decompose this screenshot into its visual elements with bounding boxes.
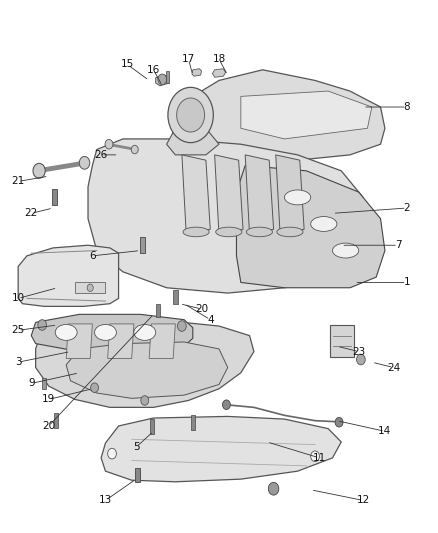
Ellipse shape	[332, 243, 359, 258]
Circle shape	[79, 157, 90, 169]
Text: 11: 11	[313, 453, 326, 463]
Text: 10: 10	[11, 293, 25, 303]
Polygon shape	[182, 155, 210, 235]
Text: 1: 1	[403, 278, 410, 287]
Text: 17: 17	[182, 54, 195, 64]
Polygon shape	[66, 324, 92, 359]
Circle shape	[131, 146, 138, 154]
Bar	[140, 237, 145, 253]
Ellipse shape	[285, 190, 311, 205]
Text: 26: 26	[95, 150, 108, 160]
Polygon shape	[31, 314, 193, 352]
Circle shape	[105, 140, 113, 149]
Circle shape	[311, 451, 319, 462]
Polygon shape	[212, 69, 226, 77]
Polygon shape	[192, 69, 201, 76]
Polygon shape	[66, 342, 228, 398]
Text: 15: 15	[121, 60, 134, 69]
Polygon shape	[101, 416, 341, 482]
Circle shape	[38, 320, 46, 330]
Text: 20: 20	[42, 421, 55, 431]
Text: 3: 3	[15, 357, 21, 367]
Bar	[155, 304, 160, 317]
Ellipse shape	[311, 216, 337, 231]
Text: 14: 14	[378, 426, 392, 437]
Text: 20: 20	[195, 304, 208, 314]
Text: 12: 12	[357, 495, 370, 505]
Circle shape	[158, 74, 166, 85]
Polygon shape	[108, 324, 134, 359]
Bar	[191, 415, 195, 430]
Ellipse shape	[183, 227, 209, 237]
Text: 4: 4	[207, 314, 214, 325]
Ellipse shape	[216, 227, 242, 237]
Circle shape	[268, 482, 279, 495]
Text: 8: 8	[403, 102, 410, 112]
Circle shape	[87, 284, 93, 292]
Polygon shape	[155, 75, 169, 86]
Circle shape	[177, 98, 205, 132]
Bar	[166, 71, 169, 83]
Ellipse shape	[246, 227, 272, 237]
Bar	[150, 419, 154, 434]
Ellipse shape	[277, 227, 303, 237]
Text: 18: 18	[212, 54, 226, 64]
Text: 6: 6	[89, 251, 95, 261]
Text: 2: 2	[403, 203, 410, 213]
Polygon shape	[166, 128, 219, 155]
Polygon shape	[215, 155, 243, 235]
Circle shape	[177, 321, 186, 332]
Polygon shape	[241, 91, 372, 139]
Polygon shape	[330, 325, 354, 357]
Text: 19: 19	[42, 394, 55, 405]
Polygon shape	[18, 245, 119, 306]
Text: 25: 25	[11, 325, 25, 335]
Text: 5: 5	[133, 442, 139, 452]
Text: 9: 9	[28, 378, 35, 389]
Text: 13: 13	[99, 495, 112, 505]
Polygon shape	[237, 165, 385, 288]
Polygon shape	[276, 155, 304, 235]
Circle shape	[33, 164, 45, 178]
Polygon shape	[245, 155, 274, 235]
Bar	[135, 468, 140, 482]
Polygon shape	[175, 70, 385, 160]
Circle shape	[357, 354, 365, 365]
Circle shape	[141, 395, 149, 405]
Text: 21: 21	[11, 176, 25, 187]
Polygon shape	[35, 320, 254, 407]
Circle shape	[108, 448, 117, 459]
Circle shape	[91, 383, 99, 392]
Bar	[173, 290, 177, 304]
Bar	[52, 189, 57, 205]
Bar	[42, 378, 46, 389]
Ellipse shape	[55, 325, 77, 341]
Polygon shape	[75, 282, 106, 293]
Ellipse shape	[95, 325, 117, 341]
Bar	[54, 413, 58, 428]
Circle shape	[335, 417, 343, 427]
Circle shape	[168, 87, 213, 143]
Ellipse shape	[134, 325, 155, 341]
Circle shape	[223, 400, 230, 409]
Text: 22: 22	[25, 208, 38, 219]
Text: 7: 7	[395, 240, 401, 250]
Polygon shape	[88, 139, 367, 293]
Text: 16: 16	[147, 65, 160, 75]
Polygon shape	[149, 324, 175, 359]
Text: 23: 23	[352, 346, 365, 357]
Text: 24: 24	[387, 362, 400, 373]
